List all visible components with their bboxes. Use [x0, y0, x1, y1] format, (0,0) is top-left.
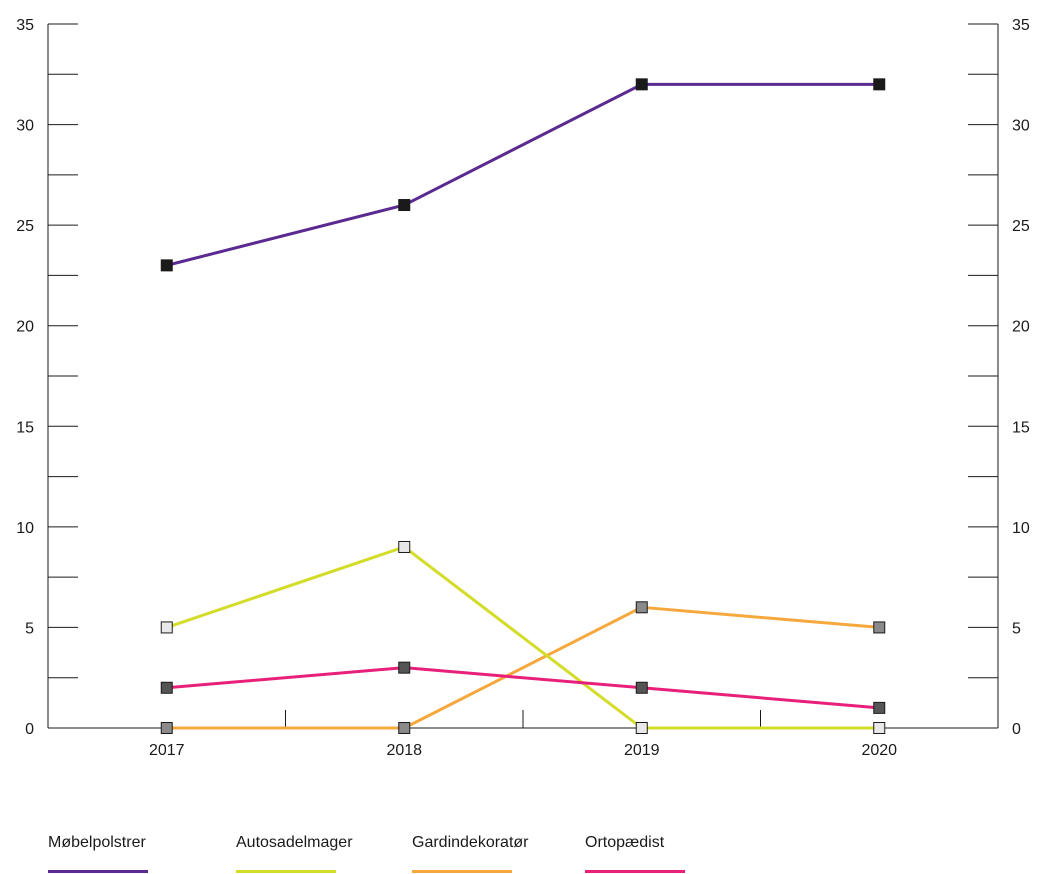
data-point-series-0: [398, 199, 411, 212]
data-point-series-3: [635, 681, 648, 694]
y-tick-label-left: 20: [16, 319, 34, 336]
y-tick-label-right: 20: [1012, 319, 1030, 336]
data-point-series-0: [635, 78, 648, 91]
y-tick-label-right: 0: [1012, 721, 1021, 738]
x-tick-label: 2018: [386, 742, 422, 759]
y-tick-label-left: 15: [16, 419, 34, 436]
series-line-1: [166, 545, 880, 730]
y-tick-label-right: 5: [1012, 620, 1021, 637]
data-point-series-2: [873, 621, 886, 634]
data-point-series-1: [398, 540, 411, 553]
y-tick-label-left: 5: [25, 620, 34, 637]
x-tick-label: 2019: [624, 742, 660, 759]
series-line-2: [166, 605, 880, 730]
data-point-series-1: [635, 722, 648, 734]
x-tick-label: 2020: [861, 742, 897, 759]
y-tick-label-left: 0: [25, 721, 34, 738]
y-tick-label-right: 30: [1012, 118, 1030, 135]
y-tick-label-left: 10: [16, 520, 34, 537]
x-tick-label: 2017: [149, 742, 185, 759]
y-tick-label-right: 15: [1012, 419, 1030, 436]
data-point-series-3: [160, 681, 173, 694]
data-point-series-1: [160, 621, 173, 634]
data-point-series-0: [873, 78, 886, 91]
data-point-series-0: [160, 259, 173, 272]
y-tick-label-left: 35: [16, 17, 34, 34]
series-markers: [160, 78, 886, 734]
data-point-series-2: [398, 722, 411, 734]
y-tick-label-left: 25: [16, 218, 34, 235]
data-point-series-3: [873, 701, 886, 714]
series-line-0: [166, 82, 880, 267]
data-point-series-2: [635, 601, 648, 614]
series-lines: [166, 82, 880, 730]
series-line-3: [166, 666, 880, 710]
y-tick-label-left: 30: [16, 118, 34, 135]
data-point-series-1: [873, 722, 886, 734]
y-tick-label-right: 35: [1012, 17, 1030, 34]
data-point-series-3: [398, 661, 411, 674]
y-tick-label-right: 25: [1012, 218, 1030, 235]
y-tick-label-right: 10: [1012, 520, 1030, 537]
data-point-series-2: [160, 722, 173, 734]
